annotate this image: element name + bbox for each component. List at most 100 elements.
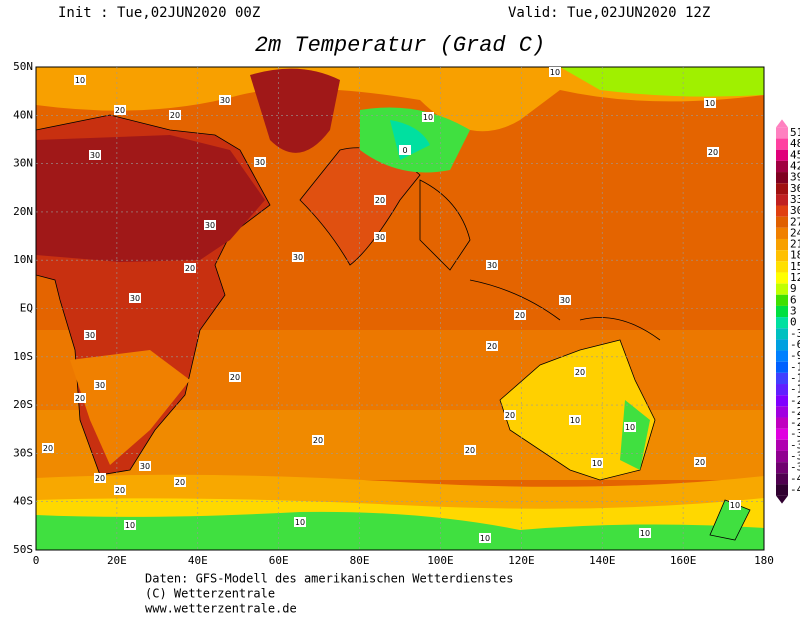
colorbar-swatch: [776, 462, 788, 474]
lat-label: 40N: [13, 108, 33, 121]
contour-label: 10: [705, 99, 715, 108]
colorbar-label: 42: [790, 159, 800, 172]
map-field: [36, 67, 764, 550]
contour-label: 30: [95, 381, 105, 390]
lon-label: 60E: [269, 554, 289, 567]
colorbar-label: -27: [790, 416, 800, 429]
contour-label-bg: [639, 528, 651, 538]
contour-label: 20: [708, 148, 718, 157]
colorbar-swatch: [776, 328, 788, 340]
contour-label: 10: [640, 529, 650, 538]
contour-label-bg: [729, 500, 741, 510]
contour-label: 10: [550, 68, 560, 77]
init-time: Init : Tue,02JUN2020 00Z: [58, 5, 260, 21]
colorbar-label: -12: [790, 360, 800, 373]
colorbar-label: -24: [790, 405, 800, 418]
lat-label: 10S: [13, 350, 33, 363]
contour-label: 30: [140, 462, 150, 471]
lon-label: 120E: [508, 554, 535, 567]
lat-label: 50S: [13, 543, 33, 556]
contour-label-bg: [624, 422, 636, 432]
contour-label: 20: [313, 436, 323, 445]
contour-label: 0: [402, 146, 407, 155]
colorbar-swatch: [776, 172, 788, 184]
contour-label-bg: [486, 341, 498, 351]
colorbar-swatch: [776, 227, 788, 239]
colorbar-label: -39: [790, 461, 800, 474]
contour-label-bg: [569, 415, 581, 425]
footer-line: www.wetterzentrale.de: [145, 602, 297, 616]
lon-label: 160E: [670, 554, 697, 567]
colorbar-label: -3: [790, 327, 800, 340]
lon-label: 0: [33, 554, 40, 567]
colorbar-label: 21: [790, 238, 800, 251]
colorbar-swatch: [776, 183, 788, 195]
colorbar-swatch: [776, 272, 788, 284]
contour-label-bg: [74, 75, 86, 85]
contour-label: 30: [220, 96, 230, 105]
contour-label: 20: [505, 411, 515, 420]
contour-label: 30: [90, 151, 100, 160]
colorbar-label: 6: [790, 293, 797, 306]
colorbar-label: 18: [790, 249, 800, 262]
map-title: 2m Temperatur (Grad C): [255, 33, 545, 58]
lat-label: 50N: [13, 60, 33, 73]
contour-label: 30: [255, 158, 265, 167]
contour-label: 10: [730, 501, 740, 510]
contour-label: 20: [515, 311, 525, 320]
lon-label: 40E: [188, 554, 208, 567]
colorbar-label: -15: [790, 371, 800, 384]
colorbar-label: 30: [790, 204, 800, 217]
contour-label: 10: [480, 534, 490, 543]
contour-label: 30: [560, 296, 570, 305]
colorbar-swatch: [776, 406, 788, 418]
lon-label: 180: [754, 554, 774, 567]
colorbar-swatch: [776, 473, 788, 485]
contour-label: 20: [185, 264, 195, 273]
contour-label: 30: [85, 331, 95, 340]
contour-label: 20: [43, 444, 53, 453]
colorbar-label: -9: [790, 349, 800, 362]
colorbar-label: -30: [790, 427, 800, 440]
colorbar-label: -18: [790, 383, 800, 396]
contour-label-bg: [707, 147, 719, 157]
contour-label-bg: [574, 367, 586, 377]
lat-label: 10N: [13, 253, 33, 266]
colorbar-label: 39: [790, 171, 800, 184]
contour-label: 10: [625, 423, 635, 432]
colorbar-swatch: [776, 384, 788, 396]
contour-label: 20: [575, 368, 585, 377]
contour-label-bg: [204, 220, 216, 230]
contour-label-bg: [559, 295, 571, 305]
colorbar-swatch: [776, 428, 788, 440]
contour-label-bg: [254, 157, 266, 167]
lon-label: 20E: [107, 554, 127, 567]
lat-label: 20N: [13, 205, 33, 218]
colorbar-swatch: [776, 283, 788, 295]
contour-label-bg: [184, 263, 196, 273]
colorbar-swatch: [776, 450, 788, 463]
colorbar-swatch: [776, 261, 788, 273]
contour-label-bg: [422, 112, 434, 122]
colorbar-label: 3: [790, 305, 797, 318]
colorbar-swatch: [776, 127, 788, 139]
colorbar-swatch: [776, 305, 788, 318]
colorbar-label: -33: [790, 438, 800, 451]
contour-label-bg: [292, 252, 304, 262]
contour-label-bg: [74, 393, 86, 403]
contour-label-bg: [374, 232, 386, 242]
contour-label-bg: [704, 98, 716, 108]
contour-label-bg: [124, 520, 136, 530]
colorbar-label: 36: [790, 182, 800, 195]
lon-label: 100E: [427, 554, 454, 567]
contour-label-bg: [504, 410, 516, 420]
contour-label-bg: [479, 533, 491, 543]
contour-label-bg: [174, 477, 186, 487]
colorbar-label: 27: [790, 215, 800, 228]
colorbar-swatch: [776, 160, 788, 173]
lat-label: 40S: [13, 495, 33, 508]
contour-label-bg: [84, 330, 96, 340]
contour-label-bg: [94, 473, 106, 483]
colorbar-swatch: [776, 238, 788, 251]
contour-label: 30: [130, 294, 140, 303]
